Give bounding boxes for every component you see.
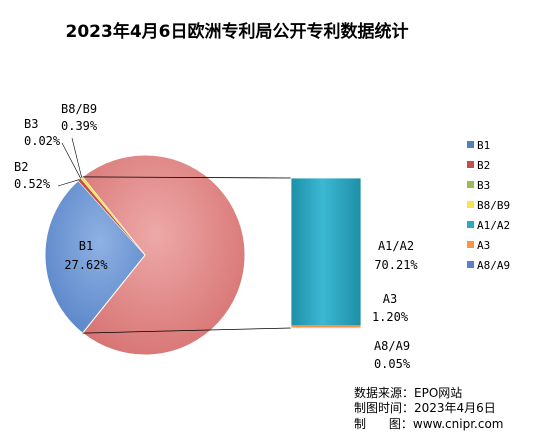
bar-of-pie — [290, 177, 362, 329]
footer-maker: 制 图：www.cnipr.com — [354, 417, 503, 431]
label-b8-b9-value: 0.39% — [61, 119, 98, 133]
bar-outline — [290, 177, 362, 329]
leader-b2 — [57, 179, 80, 187]
label-b8-b9-name: B8/B9 — [61, 102, 97, 116]
legend-label-b1: B1 — [477, 139, 490, 152]
label-b3-name: B3 — [24, 117, 38, 131]
label-a1-a2-name: A1/A2 — [378, 239, 414, 253]
label-a3-value: 1.20% — [372, 310, 409, 324]
connector-top — [82, 176, 292, 179]
label-b1-name: B1 — [79, 239, 93, 253]
legend-label-a3: A3 — [477, 239, 490, 252]
legend-swatch-b1 — [467, 141, 474, 148]
legend-label-b3: B3 — [477, 179, 490, 192]
label-b1-value: 27.62% — [64, 258, 108, 272]
label-a3-name: A3 — [383, 292, 397, 306]
legend-label-b8-b9: B8/B9 — [477, 199, 510, 212]
label-a8-a9-value: 0.05% — [374, 357, 411, 371]
legend-swatch-a8-a9 — [467, 261, 474, 268]
connector-bottom — [82, 327, 292, 334]
legend-label-b2: B2 — [477, 159, 490, 172]
legend: B1 B2 B3 B8/B9 A1/A2 A3 A8/A9 — [467, 139, 510, 272]
legend-swatch-b3 — [467, 181, 474, 188]
legend-swatch-a3 — [467, 241, 474, 248]
footer-source: 数据来源：EPO网站 — [354, 385, 462, 400]
pie-slice-b1 — [44, 179, 146, 334]
footer-date: 制图时间：2023年4月6日 — [354, 401, 496, 415]
footer: 数据来源：EPO网站 制图时间：2023年4月6日 制 图：www.cnipr.… — [354, 385, 503, 431]
legend-swatch-b2 — [467, 161, 474, 168]
legend-swatch-b8-b9 — [467, 201, 474, 208]
leader-b8-b9 — [71, 137, 82, 178]
chart-title: 2023年4月6日欧洲专利局公开专利数据统计 — [66, 21, 409, 42]
label-a1-a2-value: 70.21% — [374, 258, 418, 272]
label-b2-value: 0.52% — [14, 177, 51, 191]
leader-b3 — [61, 142, 81, 179]
legend-label-a8-a9: A8/A9 — [477, 259, 510, 272]
legend-label-a1-a2: A1/A2 — [477, 219, 510, 232]
bar-segment-a1-a2 — [291, 178, 361, 326]
bar-segment-a3 — [291, 325, 361, 328]
data-labels: B1 27.62% B2 0.52% B3 0.02% B8/B9 0.39% A1/A2 70.… — [14, 102, 418, 371]
legend-swatch-a1-a2 — [467, 221, 474, 228]
label-b3-value: 0.02% — [24, 134, 61, 148]
label-b2-name: B2 — [14, 160, 28, 174]
pie-group — [44, 154, 246, 356]
label-a8-a9-name: A8/A9 — [374, 339, 410, 353]
pie-slice-other — [81, 154, 246, 356]
connector-lines — [82, 176, 292, 334]
